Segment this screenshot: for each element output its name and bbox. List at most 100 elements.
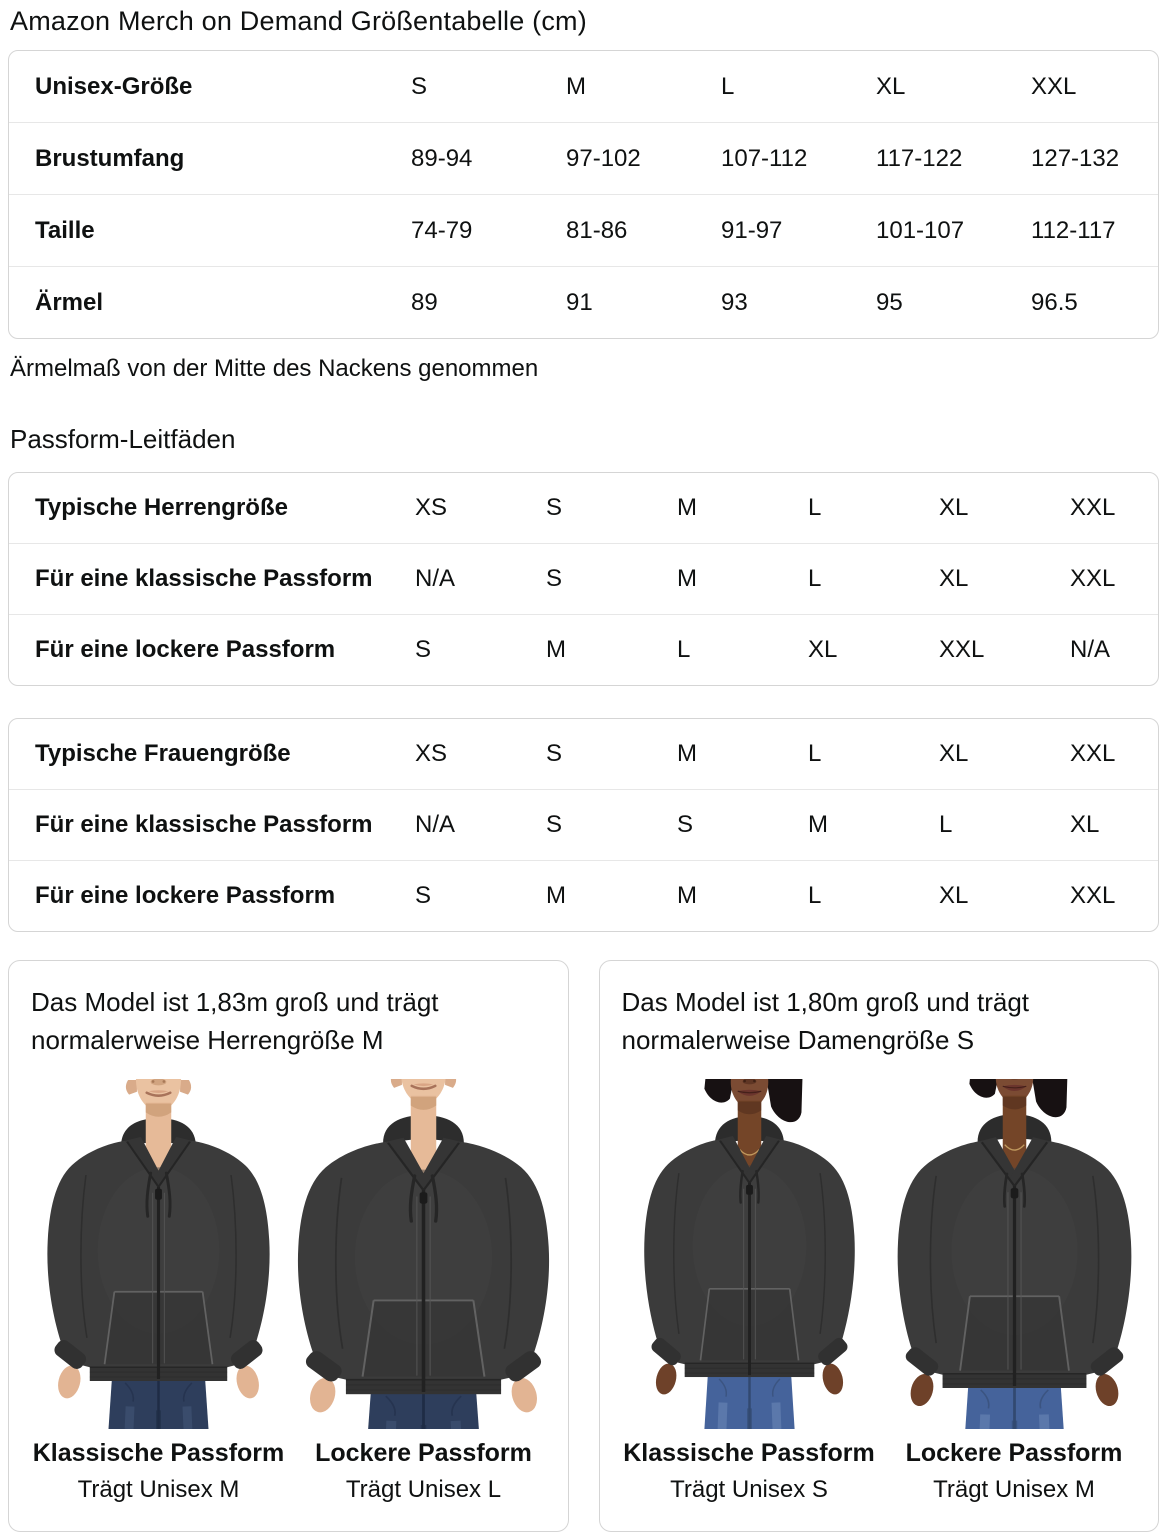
page-title: Amazon Merch on Demand Größentabelle (cm… bbox=[10, 6, 587, 36]
size-cell: M bbox=[808, 811, 828, 838]
size-table: Unisex-Größe S M L XL XXL Brustumfang 89… bbox=[8, 50, 1159, 339]
size-cell: XL bbox=[939, 882, 969, 909]
row-label: Typische Frauengröße bbox=[35, 740, 291, 767]
row-label: Für eine lockere Passform bbox=[35, 882, 336, 909]
model-description: Das Model ist 1,83m groß und trägt norma… bbox=[31, 987, 439, 1055]
size-cell: 97-102 bbox=[566, 144, 641, 172]
mens-fit-table: Typische Herrengröße XS S M L XL XXL Für… bbox=[8, 472, 1159, 686]
size-cell: 74-79 bbox=[411, 216, 473, 244]
size-cell: 112-117 bbox=[1031, 216, 1116, 244]
row-label: Für eine klassische Passform bbox=[35, 565, 373, 592]
size-cell: L bbox=[677, 636, 691, 663]
size-cell: XL bbox=[876, 72, 906, 100]
model-photo-womens-loose bbox=[887, 1079, 1142, 1429]
model-cards: Das Model ist 1,83m groß und trägt norma… bbox=[8, 960, 1159, 1532]
size-cell: XL bbox=[808, 636, 838, 663]
size-cell: 107-112 bbox=[721, 144, 808, 172]
size-cell: S bbox=[677, 811, 694, 838]
size-cell: XXL bbox=[1070, 494, 1116, 521]
fit-label: Lockere Passform bbox=[315, 1439, 532, 1467]
size-cell: M bbox=[677, 740, 697, 767]
size-cell: L bbox=[808, 882, 822, 909]
size-cell: 89-94 bbox=[411, 144, 473, 172]
size-label: Trägt Unisex M bbox=[933, 1476, 1095, 1503]
size-cell: 117-122 bbox=[876, 144, 963, 172]
size-cell: XXL bbox=[1031, 72, 1077, 100]
size-cell: 91 bbox=[566, 288, 593, 316]
size-cell: XL bbox=[939, 565, 969, 592]
row-label: Taille bbox=[35, 216, 95, 244]
size-cell: M bbox=[546, 882, 566, 909]
table-row: Für eine lockere Passform S M M L XL XXL bbox=[9, 860, 1158, 931]
caption-row: Klassische Passform Trägt Unisex S Locke… bbox=[622, 1439, 1145, 1504]
male-model-card: Das Model ist 1,83m groß und trägt norma… bbox=[8, 960, 569, 1532]
table-row: Für eine klassische Passform N/A S M L X… bbox=[9, 543, 1158, 614]
size-cell: M bbox=[566, 72, 586, 100]
fit-label: Klassische Passform bbox=[32, 1439, 285, 1467]
table-row: Brustumfang 89-94 97-102 107-112 117-122… bbox=[9, 122, 1158, 194]
model-description: Das Model ist 1,80m groß und trägt norma… bbox=[621, 987, 1030, 1055]
size-label: Trägt Unisex S bbox=[670, 1476, 828, 1503]
size-cell: XS bbox=[415, 494, 448, 521]
size-cell: M bbox=[677, 882, 697, 909]
table-row: Ärmel 89 91 93 95 96.5 bbox=[9, 266, 1158, 338]
photo-caption: Klassische Passform Trägt Unisex S bbox=[622, 1439, 877, 1504]
size-cell: S bbox=[411, 72, 428, 100]
size-cell: 95 bbox=[876, 288, 903, 316]
size-cell: XXL bbox=[1070, 740, 1116, 767]
size-cell: XXL bbox=[939, 636, 985, 663]
table-row: Unisex-Größe S M L XL XXL bbox=[9, 51, 1158, 122]
photo-row bbox=[31, 1079, 554, 1429]
fit-guides-heading: Passform-Leitfäden bbox=[10, 424, 236, 454]
row-label: Typische Herrengröße bbox=[35, 494, 288, 521]
sleeve-note: Ärmelmaß von der Mitte des Nackens genom… bbox=[10, 355, 539, 382]
size-cell: M bbox=[546, 636, 566, 663]
photo-caption: Klassische Passform Trägt Unisex M bbox=[31, 1439, 286, 1504]
photo-caption: Lockere Passform Trägt Unisex M bbox=[887, 1439, 1142, 1504]
row-label: Unisex-Größe bbox=[35, 72, 193, 100]
size-cell: M bbox=[677, 494, 697, 521]
size-cell: S bbox=[546, 811, 563, 838]
size-cell: 101-107 bbox=[876, 216, 965, 244]
size-cell: XL bbox=[939, 740, 969, 767]
female-model-card: Das Model ist 1,80m groß und trägt norma… bbox=[598, 960, 1159, 1532]
size-cell: 81-86 bbox=[566, 216, 628, 244]
table-row: Für eine lockere Passform S M L XL XXL N… bbox=[9, 614, 1158, 685]
photo-caption: Lockere Passform Trägt Unisex L bbox=[296, 1439, 551, 1504]
fit-label: Lockere Passform bbox=[905, 1439, 1123, 1467]
size-cell: L bbox=[939, 811, 953, 838]
size-cell: L bbox=[808, 740, 822, 767]
model-photo-mens-loose bbox=[296, 1079, 551, 1429]
row-label: Für eine lockere Passform bbox=[35, 636, 336, 663]
row-label: Brustumfang bbox=[35, 144, 185, 172]
size-cell: L bbox=[808, 494, 822, 521]
size-cell: XS bbox=[415, 740, 448, 767]
row-label: Ärmel bbox=[35, 288, 104, 316]
size-cell: N/A bbox=[415, 811, 456, 838]
size-cell: S bbox=[415, 636, 432, 663]
size-cell: M bbox=[677, 565, 697, 592]
size-cell: S bbox=[546, 494, 563, 521]
size-cell: N/A bbox=[1070, 636, 1111, 663]
model-photo-mens-classic bbox=[31, 1079, 286, 1429]
size-cell: L bbox=[721, 72, 735, 100]
model-photo-womens-classic bbox=[622, 1079, 877, 1429]
size-cell: S bbox=[546, 565, 563, 592]
size-cell: 127-132 bbox=[1031, 144, 1120, 172]
photo-row bbox=[622, 1079, 1145, 1429]
size-cell: 93 bbox=[721, 288, 748, 316]
caption-row: Klassische Passform Trägt Unisex M Locke… bbox=[31, 1439, 554, 1504]
size-cell: XXL bbox=[1070, 882, 1116, 909]
size-cell: 96.5 bbox=[1031, 288, 1078, 316]
size-cell: S bbox=[415, 882, 432, 909]
size-cell: 89 bbox=[411, 288, 438, 316]
table-row: Für eine klassische Passform N/A S S M L… bbox=[9, 789, 1158, 860]
size-cell: XXL bbox=[1070, 565, 1116, 592]
table-row: Typische Herrengröße XS S M L XL XXL bbox=[9, 473, 1158, 543]
size-cell: N/A bbox=[415, 565, 456, 592]
table-row: Taille 74-79 81-86 91-97 101-107 112-117 bbox=[9, 194, 1158, 266]
table-row: Typische Frauengröße XS S M L XL XXL bbox=[9, 719, 1158, 789]
fit-label: Klassische Passform bbox=[623, 1439, 875, 1467]
womens-fit-table: Typische Frauengröße XS S M L XL XXL Für… bbox=[8, 718, 1159, 932]
